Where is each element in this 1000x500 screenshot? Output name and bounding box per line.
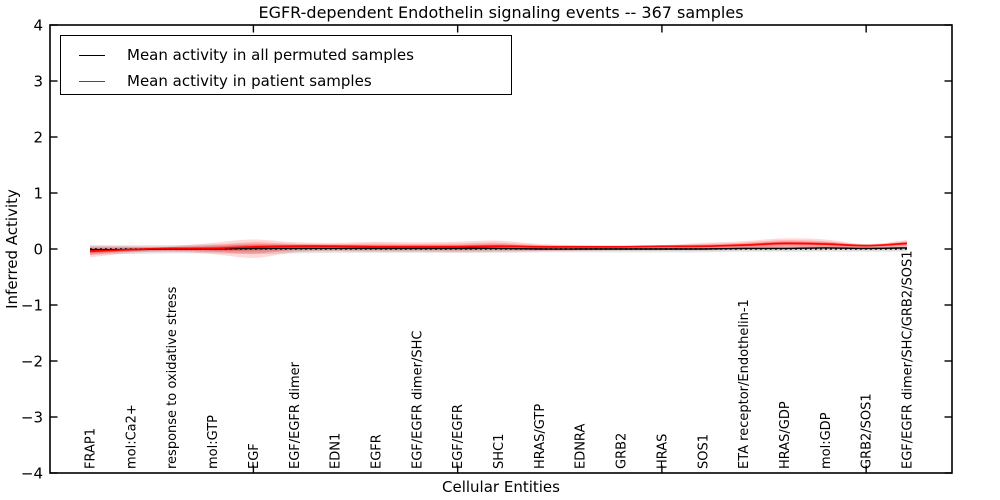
patient-line-swatch bbox=[79, 80, 105, 82]
y-axis-label: Inferred Activity bbox=[3, 189, 21, 309]
x-tick-label: EDNRA bbox=[574, 424, 589, 469]
y-axis-tick-label: −1 bbox=[21, 297, 43, 315]
x-tick-label: mol:GDP bbox=[819, 412, 834, 469]
x-tick-label: EGF/EGFR dimer/SHC bbox=[410, 331, 425, 469]
x-tick-label: SHC1 bbox=[492, 434, 507, 469]
y-axis-tick-label: −2 bbox=[21, 353, 43, 371]
x-tick-label: EGFR bbox=[369, 434, 384, 469]
x-tick-label: GRB2/SOS1 bbox=[860, 393, 875, 469]
y-axis-tick-label: −3 bbox=[21, 409, 43, 427]
x-tick-label: EGF/EGFR dimer bbox=[288, 361, 303, 469]
x-tick-label: EGF/EGFR dimer/SHC/GRB2/SOS1 bbox=[901, 251, 916, 470]
legend-label-permuted: Mean activity in all permuted samples bbox=[127, 46, 414, 64]
x-tick-label: HRAS/GTP bbox=[533, 404, 548, 469]
y-axis-tick-label: 0 bbox=[33, 241, 43, 259]
legend-entry-permuted: Mean activity in all permuted samples bbox=[61, 42, 511, 68]
patient-band-mid bbox=[90, 240, 907, 256]
x-tick-label: GRB2 bbox=[615, 433, 630, 469]
chart-title: EGFR-dependent Endothelin signaling even… bbox=[258, 3, 744, 22]
patient-band-inner bbox=[90, 241, 907, 254]
y-axis-tick-label: 4 bbox=[33, 17, 43, 35]
x-axis-label: Cellular Entities bbox=[442, 478, 560, 496]
x-tick-label: FRAP1 bbox=[84, 428, 99, 469]
x-tick-label: mol:GTP bbox=[206, 415, 221, 469]
patient-mean-line bbox=[89, 242, 908, 253]
y-axis-tick-label: 3 bbox=[33, 73, 43, 91]
legend: Mean activity in all permuted samples Me… bbox=[60, 35, 512, 95]
permuted-line-swatch bbox=[79, 54, 105, 56]
x-tick-label: HRAS bbox=[655, 434, 670, 469]
x-tick-label: HRAS/GDP bbox=[778, 401, 793, 469]
x-tick-label: ETA receptor/Endothelin-1 bbox=[737, 299, 752, 469]
x-tick-label: SOS1 bbox=[696, 434, 711, 469]
x-tick-label: response to oxidative stress bbox=[165, 286, 180, 469]
legend-entry-patient: Mean activity in patient samples bbox=[61, 68, 511, 94]
legend-label-patient: Mean activity in patient samples bbox=[127, 72, 372, 90]
x-tick-label: EDN1 bbox=[329, 433, 344, 469]
y-axis-tick-label: 1 bbox=[33, 185, 43, 203]
x-tick-label: EGF/EGFR bbox=[451, 404, 466, 469]
x-tick-label: mol:Ca2+ bbox=[124, 404, 139, 469]
y-axis-tick-label: −4 bbox=[21, 465, 43, 483]
x-tick-label: EGF bbox=[247, 443, 262, 469]
y-axis-tick-label: 2 bbox=[33, 129, 43, 147]
